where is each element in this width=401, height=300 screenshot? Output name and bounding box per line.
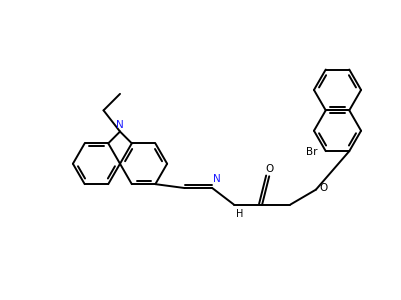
Text: Br: Br (306, 147, 317, 157)
Text: N: N (213, 174, 221, 184)
Text: N: N (116, 120, 124, 130)
Text: H: H (236, 209, 243, 219)
Text: O: O (319, 183, 327, 193)
Text: O: O (265, 164, 273, 174)
